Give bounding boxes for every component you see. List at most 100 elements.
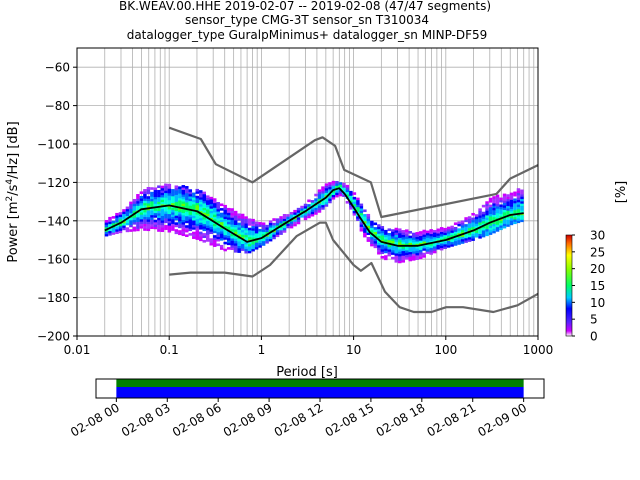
density-cell [282, 216, 287, 219]
density-cell [209, 242, 213, 246]
density-cell [499, 215, 503, 219]
density-cell [254, 226, 259, 229]
density-cell [415, 241, 419, 244]
density-cell [195, 205, 200, 208]
density-cell [349, 204, 353, 208]
density-cell [171, 191, 175, 194]
density-cell [185, 199, 189, 203]
density-cell [408, 237, 412, 241]
density-cell [209, 203, 213, 207]
density-cell [478, 210, 482, 214]
density-cell [268, 238, 273, 242]
density-cell [164, 206, 168, 210]
density-cell [520, 219, 524, 223]
density-cell [195, 216, 200, 220]
density-cell [411, 234, 416, 238]
density-cell [436, 230, 440, 234]
density-cell [384, 255, 388, 258]
density-cell [377, 251, 381, 255]
density-cell [118, 214, 123, 218]
density-cell [209, 238, 213, 241]
density-cell [199, 236, 203, 239]
density-cell [171, 212, 175, 215]
density-cell [202, 210, 207, 213]
density-cell [293, 221, 297, 225]
title-line-1: BK.WEAV.00.HHE 2019-02-07 -- 2019-02-08 … [119, 0, 491, 13]
density-cell [391, 252, 395, 255]
density-cell [160, 227, 165, 230]
density-cell [387, 233, 392, 236]
density-cell [226, 230, 231, 234]
density-cell [464, 237, 468, 241]
x-tick-label: 0.1 [160, 343, 179, 357]
density-cell [143, 216, 147, 220]
density-cell [233, 210, 238, 214]
density-cell [251, 232, 255, 236]
density-cell [178, 204, 182, 208]
density-cell [286, 225, 290, 229]
density-cell [202, 226, 207, 229]
density-cell [471, 217, 475, 221]
density-cell [230, 219, 234, 223]
density-cell [185, 206, 189, 210]
density-cell [384, 234, 388, 238]
density-cell [405, 231, 409, 235]
density-cell [474, 225, 479, 229]
colorbar-tick-label: 25 [590, 245, 605, 259]
colorbar-tick-label: 30 [590, 229, 605, 243]
density-cell [425, 230, 430, 234]
density-cell [254, 230, 259, 234]
density-cell [202, 235, 207, 238]
density-cell [446, 235, 451, 239]
density-cell [279, 232, 283, 235]
density-cell [432, 250, 437, 254]
density-cell [380, 244, 385, 248]
density-cell [185, 192, 189, 196]
density-cell [450, 241, 454, 245]
density-cell [405, 243, 409, 246]
density-cell [506, 212, 510, 216]
density-cell [226, 219, 231, 223]
density-cell [261, 229, 266, 232]
density-cell [129, 229, 133, 232]
density-cell [321, 202, 325, 206]
density-cell [401, 232, 406, 235]
density-cell [185, 234, 189, 238]
density-cell [418, 247, 423, 250]
density-cell [178, 230, 182, 233]
density-cell [443, 246, 447, 249]
density-cell [157, 229, 161, 232]
density-cell [195, 221, 200, 224]
density-cell [443, 230, 447, 233]
density-cell [104, 222, 109, 225]
density-cell [405, 240, 409, 244]
density-cell [324, 192, 329, 196]
timeline-tick-label: 02-08 09 [221, 400, 275, 439]
density-cell [164, 225, 168, 228]
density-cell [216, 243, 220, 247]
density-cell [380, 226, 385, 229]
density-cell [293, 209, 297, 213]
density-cell [485, 217, 489, 221]
density-cell [314, 205, 318, 208]
title-line-2: sensor_type CMG-3T sensor_sn T310034 [185, 13, 429, 27]
density-cell [251, 218, 255, 222]
density-cell [272, 227, 276, 231]
density-cell [460, 234, 465, 237]
density-cell [401, 246, 406, 249]
density-cell [240, 245, 245, 249]
density-cell [206, 232, 210, 235]
density-cell [251, 248, 255, 252]
density-cell [244, 234, 248, 238]
density-cell [422, 236, 426, 240]
density-cell [240, 232, 245, 235]
density-cell [300, 208, 304, 211]
density-cell [202, 228, 207, 232]
density-cell [265, 224, 269, 228]
density-cell [268, 220, 273, 223]
density-cell [188, 210, 193, 213]
density-cell [366, 232, 371, 235]
density-cell [398, 246, 402, 250]
density-cell [219, 226, 224, 230]
density-cell [233, 215, 238, 219]
